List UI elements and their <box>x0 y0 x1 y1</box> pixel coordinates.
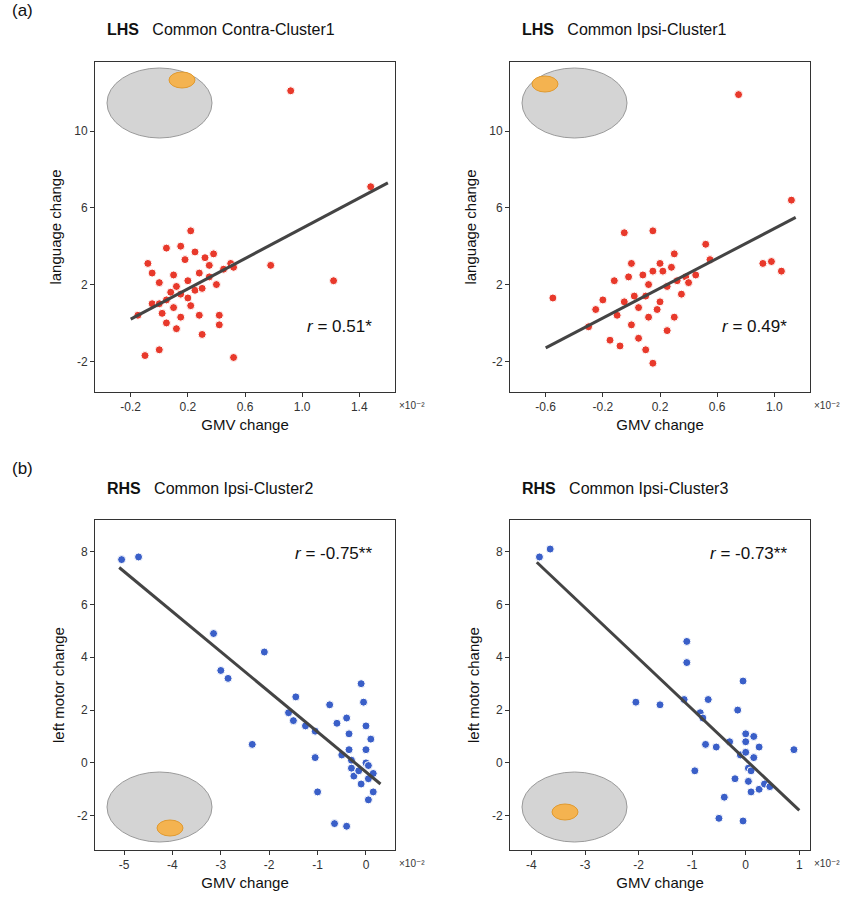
svg-text:(b): (b) <box>12 459 33 478</box>
svg-text:10: 10 <box>489 124 503 138</box>
svg-text:6: 6 <box>496 598 503 612</box>
svg-text:-2: -2 <box>633 858 644 872</box>
svg-text:-0.6: -0.6 <box>535 400 556 414</box>
svg-text:r = -0.75**: r = -0.75** <box>295 544 372 563</box>
svg-text:-2: -2 <box>492 355 503 369</box>
svg-text:0.2: 0.2 <box>652 400 669 414</box>
svg-text:LHS Common Contra-Cluster1: LHS Common Contra-Cluster1 <box>107 21 335 38</box>
svg-text:10: 10 <box>74 124 88 138</box>
svg-text:-3: -3 <box>215 858 226 872</box>
svg-text:8: 8 <box>81 545 88 559</box>
svg-text:-3: -3 <box>580 858 591 872</box>
svg-text:2: 2 <box>496 278 503 292</box>
svg-text:GMV change: GMV change <box>201 874 289 891</box>
svg-text:-4: -4 <box>526 858 537 872</box>
svg-text:2: 2 <box>81 703 88 717</box>
svg-text:6: 6 <box>496 201 503 215</box>
svg-text:GMV change: GMV change <box>616 874 704 891</box>
svg-text:0.6: 0.6 <box>709 400 726 414</box>
svg-text:GMV change: GMV change <box>201 416 289 433</box>
svg-text:1.4: 1.4 <box>351 400 368 414</box>
svg-text:-2: -2 <box>77 355 88 369</box>
svg-text:1: 1 <box>796 858 803 872</box>
svg-text:-0.2: -0.2 <box>120 400 141 414</box>
svg-text:4: 4 <box>496 650 503 664</box>
svg-text:0: 0 <box>363 858 370 872</box>
svg-text:-5: -5 <box>119 858 130 872</box>
svg-text:×10⁻²: ×10⁻² <box>399 858 425 869</box>
svg-text:2: 2 <box>496 703 503 717</box>
svg-text:language change: language change <box>462 169 479 284</box>
svg-text:-2: -2 <box>77 809 88 823</box>
svg-text:6: 6 <box>81 201 88 215</box>
svg-text:1.0: 1.0 <box>294 400 311 414</box>
svg-text:language change: language change <box>47 169 64 284</box>
svg-text:RHS Common Ipsi-Cluster3: RHS Common Ipsi-Cluster3 <box>522 480 728 497</box>
svg-text:-1: -1 <box>687 858 698 872</box>
svg-text:-1: -1 <box>312 858 323 872</box>
svg-text:×10⁻²: ×10⁻² <box>399 400 425 411</box>
svg-text:r = 0.49*: r = 0.49* <box>722 317 787 336</box>
svg-text:left motor change: left motor change <box>465 627 482 743</box>
svg-text:-2: -2 <box>264 858 275 872</box>
svg-text:×10⁻²: ×10⁻² <box>814 858 840 869</box>
svg-text:-0.2: -0.2 <box>593 400 614 414</box>
svg-text:1.0: 1.0 <box>766 400 783 414</box>
svg-text:-2: -2 <box>492 809 503 823</box>
svg-text:RHS Common Ipsi-Cluster2: RHS Common Ipsi-Cluster2 <box>107 480 313 497</box>
svg-text:8: 8 <box>496 545 503 559</box>
svg-text:r = -0.73**: r = -0.73** <box>710 544 787 563</box>
svg-text:0.6: 0.6 <box>237 400 254 414</box>
svg-text:r = 0.51*: r = 0.51* <box>307 317 372 336</box>
svg-text:6: 6 <box>81 598 88 612</box>
svg-text:0.2: 0.2 <box>180 400 197 414</box>
svg-text:0: 0 <box>496 756 503 770</box>
svg-text:GMV change: GMV change <box>616 416 704 433</box>
svg-text:(a): (a) <box>12 1 33 20</box>
svg-text:-4: -4 <box>167 858 178 872</box>
svg-text:0: 0 <box>81 756 88 770</box>
svg-text:2: 2 <box>81 278 88 292</box>
svg-text:0: 0 <box>742 858 749 872</box>
svg-text:4: 4 <box>81 650 88 664</box>
svg-text:LHS Common Ipsi-Cluster1: LHS Common Ipsi-Cluster1 <box>522 21 727 38</box>
svg-text:left motor change: left motor change <box>50 627 67 743</box>
svg-text:×10⁻²: ×10⁻² <box>814 400 840 411</box>
